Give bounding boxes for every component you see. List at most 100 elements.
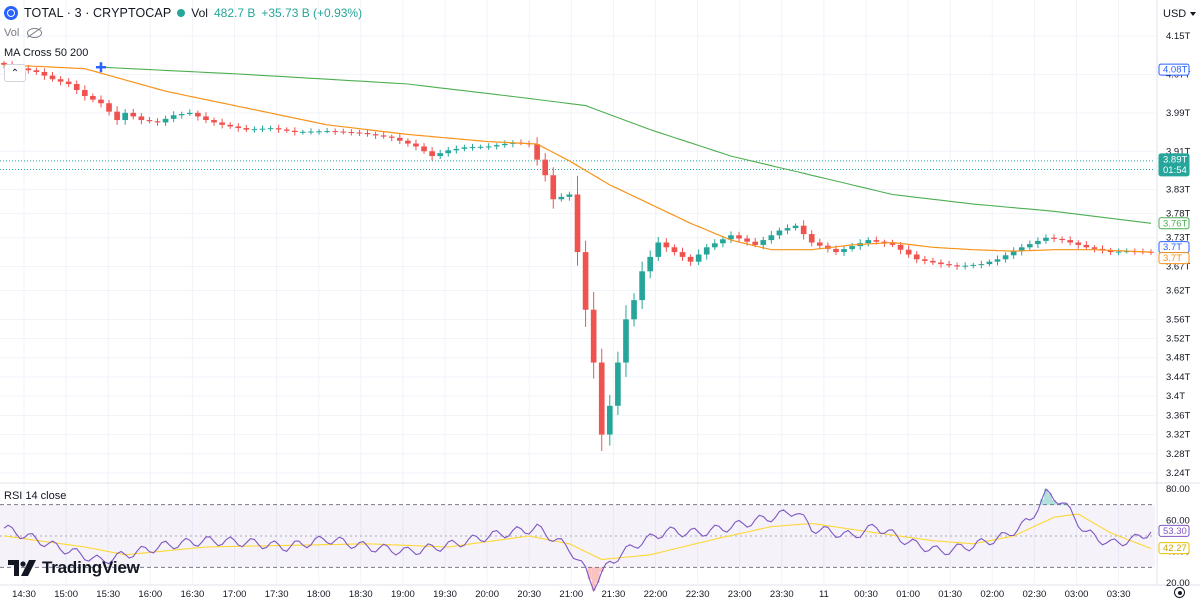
rsi-value-tag: [1158, 542, 1190, 555]
candle-body: [146, 120, 153, 122]
time-tick-label: 18:00: [307, 589, 331, 600]
candle-body: [388, 136, 395, 138]
candle-body: [259, 128, 266, 130]
candle-body: [833, 248, 839, 253]
candle-body: [162, 118, 169, 123]
candle-body: [816, 242, 823, 246]
rsi-value-tag: [1158, 524, 1190, 537]
time-tick-label: 15:30: [96, 589, 120, 600]
candle-body: [122, 112, 129, 121]
candle-body: [1051, 237, 1057, 239]
collapse-legend-button[interactable]: ⌃: [4, 64, 26, 82]
price-tick-label: 3.52T: [1166, 334, 1190, 345]
ma200-line: [100, 66, 1152, 224]
price-tick-label: 3.24T: [1166, 468, 1190, 479]
candle-body: [453, 148, 460, 151]
time-tick-label: 21:00: [559, 589, 583, 600]
rsi-tick-label: 60.00: [1166, 515, 1190, 526]
candle-body: [760, 240, 767, 245]
candle-body: [1115, 251, 1122, 253]
candle-body: [550, 175, 557, 200]
candle-body: [81, 90, 88, 97]
candle-body: [606, 405, 613, 435]
candle-body: [954, 265, 960, 267]
candle-body: [501, 143, 508, 146]
candle-body: [49, 75, 56, 80]
candle-body: [582, 252, 589, 310]
price-tick-label: 3.56T: [1166, 314, 1190, 325]
price-tag: [1158, 63, 1190, 76]
symbol-title[interactable]: TOTAL · 3 · CRYPTOCAP: [24, 6, 172, 20]
time-tick-label: 02:30: [1023, 589, 1047, 600]
candle-body: [1043, 237, 1049, 241]
volume-indicator-row[interactable]: Vol: [4, 27, 43, 39]
price-tick-label: 3.62T: [1166, 286, 1190, 297]
settings-gear-icon[interactable]: [1174, 587, 1185, 598]
candle-body: [493, 145, 500, 147]
candle-body: [461, 147, 468, 149]
candle-body: [695, 254, 702, 262]
price-tag-label: 3.7T: [1163, 253, 1182, 264]
price-tick-label: 3.73T: [1166, 233, 1190, 244]
candle-body: [615, 362, 621, 406]
volume-label: Vol: [191, 6, 208, 20]
price-tick-label: 3.48T: [1166, 353, 1190, 364]
candle-body: [687, 256, 694, 262]
candle-body: [905, 249, 912, 255]
candle-body: [291, 130, 298, 133]
candle-body: [663, 242, 670, 248]
candle-body: [243, 128, 250, 130]
candle-body: [485, 146, 492, 148]
candle-body: [986, 261, 993, 265]
rsi-value-label: 53.30: [1163, 526, 1187, 537]
candle-body: [1026, 244, 1033, 248]
currency-selector[interactable]: USD: [1163, 8, 1196, 20]
time-tick-label: 20:00: [475, 589, 499, 600]
candle-body: [873, 240, 880, 242]
volume-change: +35.73 B (+0.93%): [261, 6, 363, 20]
candle-body: [437, 153, 444, 157]
candle-body: [1010, 251, 1017, 256]
price-tick-label: 3.83T: [1166, 185, 1190, 196]
candle-body: [913, 254, 920, 260]
time-tick-label: 00:30: [854, 589, 878, 600]
hidden-eye-icon[interactable]: [27, 28, 43, 38]
candle-body: [671, 247, 678, 253]
candle-body: [703, 247, 710, 255]
price-tag: [1158, 153, 1190, 177]
price-tick-label: 3.4T: [1166, 391, 1185, 402]
candle-body: [283, 129, 290, 131]
rsi-indicator-label[interactable]: RSI 14 close: [4, 490, 67, 502]
time-tick-label: 02:00: [980, 589, 1004, 600]
candle-body: [679, 252, 686, 257]
ma-cross-indicator[interactable]: MA Cross 50 200: [4, 47, 89, 59]
ma50-line: [3, 64, 1152, 253]
candle-body: [841, 249, 847, 253]
candle-body: [405, 140, 411, 144]
candle-body: [639, 271, 645, 301]
time-tick-label: 18:30: [349, 589, 373, 600]
time-tick-label: 20:30: [517, 589, 541, 600]
candle-body: [1018, 247, 1025, 252]
time-tick-label: 16:00: [138, 589, 162, 600]
price-tag-label: 4.08T: [1163, 65, 1187, 76]
candle-body: [1091, 247, 1098, 249]
candle-body: [1067, 240, 1074, 243]
candle-body: [300, 131, 306, 133]
candle-body: [1035, 240, 1041, 245]
rsi-oversold-fill: [587, 567, 604, 591]
candle-body: [130, 112, 137, 117]
candle-body: [98, 99, 104, 104]
candle-body: [566, 194, 573, 197]
rsi-band-fill: [0, 504, 1155, 568]
price-tick-label: 3.91T: [1166, 146, 1190, 157]
candle-body: [138, 116, 145, 121]
candle-body: [25, 68, 32, 71]
candle-body: [211, 120, 217, 123]
candle-body: [340, 131, 347, 133]
volume-indicator-label[interactable]: Vol: [4, 27, 20, 39]
tradingview-logo[interactable]: TradingView: [8, 558, 140, 578]
candle-body: [178, 114, 185, 116]
time-tick-label: 17:00: [223, 589, 247, 600]
